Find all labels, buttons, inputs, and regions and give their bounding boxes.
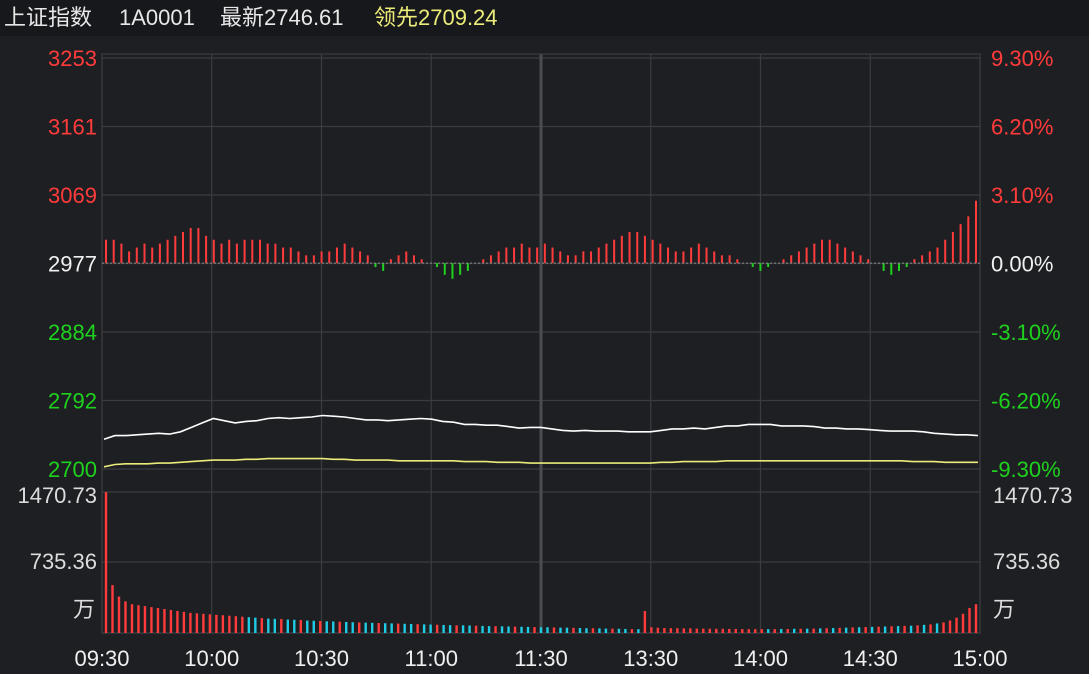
price-tick-left: 3161 bbox=[48, 115, 97, 140]
volume-unit-left: 万 bbox=[73, 597, 95, 622]
price-tick-left: 3253 bbox=[48, 46, 97, 71]
price-tick-left: 2700 bbox=[48, 457, 97, 482]
time-tick-label: 14:00 bbox=[733, 646, 788, 671]
lead-price: 领先2709.24 bbox=[374, 5, 498, 30]
volume-tick-left: 1470.73 bbox=[17, 483, 97, 508]
latest-price-line bbox=[103, 414, 979, 441]
index-name: 上证指数 bbox=[4, 5, 93, 30]
time-tick-label: 10:00 bbox=[184, 646, 239, 671]
pct-tick-right: 9.30% bbox=[991, 46, 1053, 71]
time-tick-label: 14:30 bbox=[843, 646, 898, 671]
time-tick-label: 13:30 bbox=[623, 646, 678, 671]
time-tick-label: 10:30 bbox=[294, 646, 349, 671]
price-tick-left: 2884 bbox=[48, 320, 97, 345]
price-lines bbox=[103, 414, 979, 468]
volume-tick-right: 1470.73 bbox=[993, 483, 1073, 508]
pct-tick-right: -3.10% bbox=[991, 320, 1061, 345]
chart-grid bbox=[101, 53, 981, 634]
pct-tick-right: -9.30% bbox=[991, 457, 1061, 482]
pct-tick-right: -6.20% bbox=[991, 389, 1061, 414]
time-tick-label: 11:30 bbox=[514, 646, 567, 671]
volume-bars bbox=[104, 492, 978, 633]
pct-tick-right: 6.20% bbox=[991, 115, 1053, 140]
intraday-chart[interactable]: 3253 9.30% 3161 6.20% 3069 3.10% 2977 0.00% 2884… bbox=[0, 36, 1089, 674]
chart-header: 上证指数 1A0001 最新2746.61 领先2709.24 bbox=[0, 0, 1089, 36]
time-tick-label: 15:00 bbox=[952, 646, 1007, 671]
volume-tick-left: 735.36 bbox=[30, 549, 97, 574]
deviation-bars bbox=[102, 200, 980, 279]
price-tick-left: 3069 bbox=[48, 183, 97, 208]
time-tick-label: 11:00 bbox=[405, 646, 458, 671]
price-tick-left: 2977 bbox=[48, 252, 97, 277]
index-code: 1A0001 bbox=[119, 5, 195, 30]
price-tick-left: 2792 bbox=[48, 389, 97, 414]
pct-tick-right: 0.00% bbox=[991, 252, 1053, 277]
lead-price-line bbox=[103, 457, 978, 468]
axis-labels: 3253 9.30% 3161 6.20% 3069 3.10% 2977 0.00% 2884… bbox=[17, 46, 1072, 671]
volume-unit-right: 万 bbox=[993, 597, 1015, 622]
time-tick-label: 09:30 bbox=[74, 646, 129, 671]
pct-tick-right: 3.10% bbox=[991, 183, 1053, 208]
volume-tick-right: 735.36 bbox=[993, 549, 1060, 574]
latest-price: 最新2746.61 bbox=[220, 5, 344, 30]
